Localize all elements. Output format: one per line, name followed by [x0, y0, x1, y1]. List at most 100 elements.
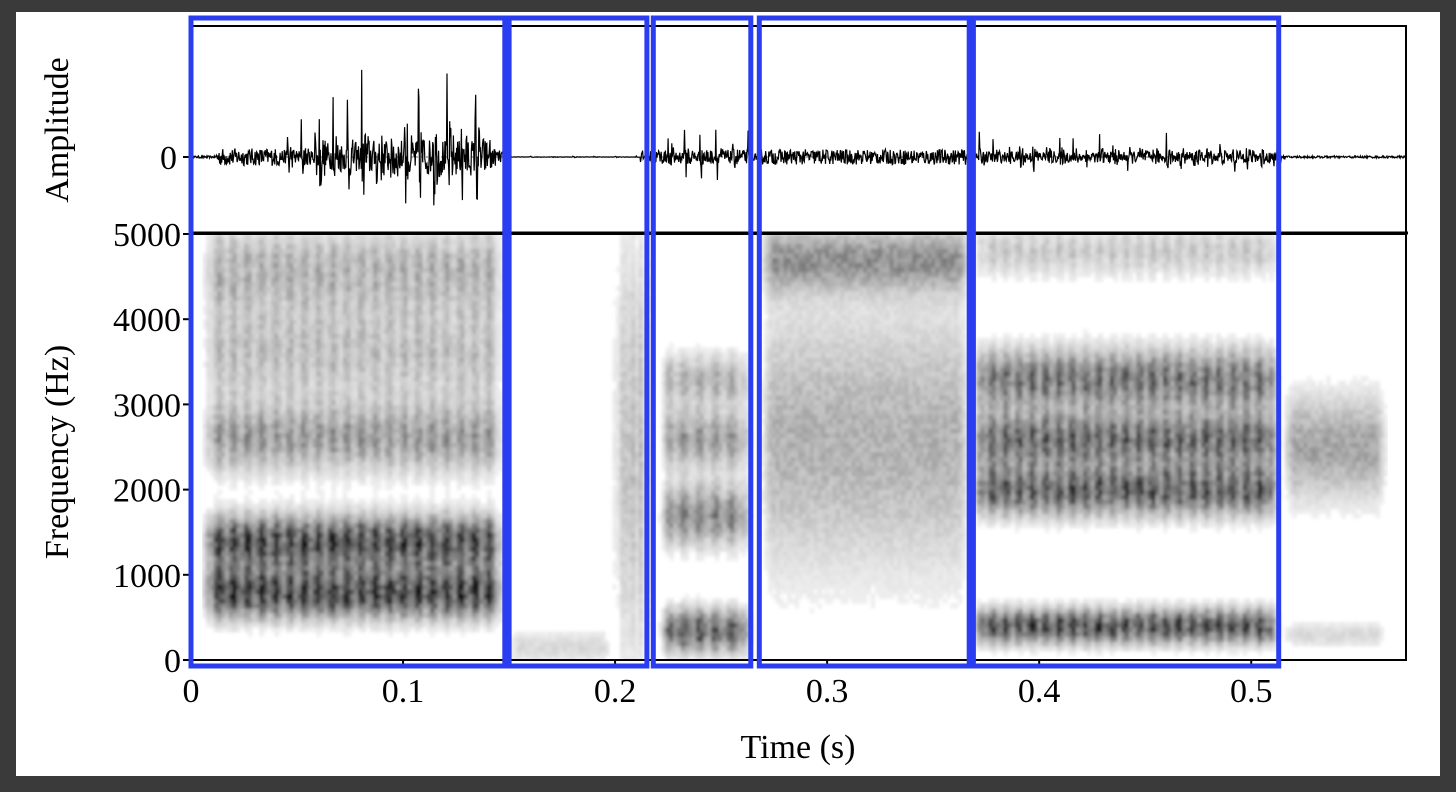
spectrogram-cell	[362, 248, 366, 253]
spectrogram-cell	[278, 466, 282, 471]
spectrogram-cell	[347, 253, 351, 258]
spectrogram-cell	[392, 447, 396, 452]
spectrogram-cell	[240, 338, 244, 343]
spectrogram-cell	[271, 291, 275, 296]
spectrogram-cell	[377, 428, 381, 433]
spectrogram-cell	[316, 258, 320, 263]
spectrogram-cell	[419, 504, 423, 509]
spectrogram-cell	[411, 400, 415, 405]
spectrogram-cell	[259, 442, 263, 447]
spectrogram-cell	[290, 447, 294, 452]
spectrogram-cell	[328, 419, 332, 424]
spectrogram-cell	[411, 537, 415, 542]
spectrogram-cell	[271, 277, 275, 282]
spectrogram-cell	[286, 584, 290, 589]
spectrogram-cell	[240, 527, 244, 532]
spectrogram-cell	[233, 310, 237, 315]
spectrogram-cell	[350, 542, 354, 547]
spectrogram-cell	[275, 338, 279, 343]
spectrogram-cell	[430, 352, 434, 357]
spectrogram-cell	[267, 253, 271, 258]
spectrogram-cell	[309, 258, 313, 263]
spectrogram-cell	[256, 414, 260, 419]
spectrogram-cell	[419, 537, 423, 542]
spectrogram-cell	[335, 428, 339, 433]
spectrogram-cell	[362, 367, 366, 372]
spectrogram-cell	[331, 598, 335, 603]
spectrogram-cell	[362, 570, 366, 575]
spectrogram-cell	[423, 570, 427, 575]
spectrogram-cell	[411, 357, 415, 362]
spectrogram-cell	[244, 603, 248, 608]
spectrogram-cell	[202, 551, 206, 556]
spectrogram-cell	[434, 456, 438, 461]
spectrogram-cell	[206, 584, 210, 589]
spectrogram-cell	[210, 253, 214, 258]
spectrogram-cell	[294, 442, 298, 447]
spectrogram-cell	[392, 613, 396, 618]
spectrogram-cell	[256, 367, 260, 372]
spectrogram-cell	[354, 390, 358, 395]
spectrogram-cell	[278, 305, 282, 310]
spectrogram-cell	[301, 428, 305, 433]
spectrogram-cell	[362, 310, 366, 315]
spectrogram-cell	[366, 267, 370, 272]
spectrogram-cell	[362, 584, 366, 589]
spectrogram-cell	[381, 608, 385, 613]
spectrogram-cell	[233, 542, 237, 547]
spectrogram-cell	[244, 452, 248, 457]
spectrogram-cell	[210, 523, 214, 528]
spectrogram-cell	[294, 243, 298, 248]
spectrogram-cell	[252, 513, 256, 518]
spectrogram-cell	[252, 471, 256, 476]
spectrogram-cell	[229, 603, 233, 608]
spectrogram-cell	[267, 376, 271, 381]
spectrogram-cell	[366, 281, 370, 286]
waveform-y-ticks: 0	[160, 140, 191, 177]
spectrogram-cell	[221, 471, 225, 476]
spectrogram-cell	[343, 258, 347, 263]
spectrogram-cell	[377, 423, 381, 428]
spectrogram-cell	[350, 466, 354, 471]
spectrogram-cell	[373, 319, 377, 324]
spectrogram-cell	[244, 466, 248, 471]
spectrogram-cell	[267, 400, 271, 405]
spectrogram-cell	[263, 371, 267, 376]
spectrogram-cell	[373, 281, 377, 286]
spectrogram-cell	[252, 542, 256, 547]
spectrogram-cell	[369, 409, 373, 414]
spectrogram-cell	[339, 527, 343, 532]
spectrogram-cell	[218, 300, 222, 305]
spectrogram-cell	[214, 613, 218, 618]
spectrogram-cell	[202, 423, 206, 428]
spectrogram-cell	[369, 475, 373, 480]
spectrogram-cell	[305, 475, 309, 480]
spectrogram-cell	[206, 343, 210, 348]
spectrogram-cell	[373, 546, 377, 551]
spectrogram-cell	[404, 499, 408, 504]
spectrogram-cell	[263, 305, 267, 310]
spectrogram-cell	[256, 305, 260, 310]
spectrogram-cell	[286, 367, 290, 372]
spectrogram-cell	[343, 390, 347, 395]
spectrogram-cell	[331, 509, 335, 514]
spectrogram-cell	[263, 537, 267, 542]
spectrogram-cell	[267, 580, 271, 585]
spectrogram-cell	[278, 580, 282, 585]
spectrogram-cell	[210, 570, 214, 575]
spectrogram-cell	[366, 385, 370, 390]
spectrogram-cell	[316, 504, 320, 509]
spectrogram-cell	[252, 617, 256, 622]
spectrogram-cell	[331, 291, 335, 296]
spectrogram-cell	[252, 414, 256, 419]
spectrogram-cell	[267, 433, 271, 438]
spectrogram-cell	[210, 617, 214, 622]
spectrogram-cell	[381, 239, 385, 244]
spectrogram-cell	[396, 608, 400, 613]
spectrogram-cell	[381, 561, 385, 566]
spectrogram-cell	[373, 589, 377, 594]
spectrogram-cell	[369, 598, 373, 603]
spectrogram-cell	[252, 352, 256, 357]
spectrogram-cell	[240, 537, 244, 542]
spectrogram-cell	[233, 584, 237, 589]
